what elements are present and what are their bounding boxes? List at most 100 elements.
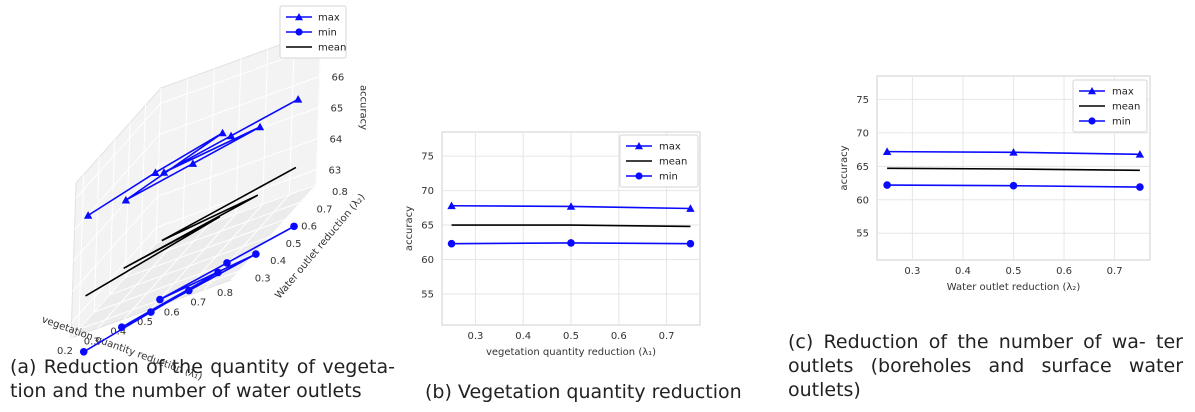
- y-tick-label: 70: [421, 186, 434, 197]
- floor-gridline-y: [124, 219, 286, 279]
- legend-label-mean: mean: [1112, 102, 1140, 113]
- z-tick-label: 65: [331, 104, 344, 115]
- series-line-mean: [451, 224, 691, 228]
- point-min: [686, 239, 695, 248]
- point-min: [567, 239, 575, 247]
- point-max: [293, 95, 303, 103]
- wall-gridline-z: [72, 196, 158, 292]
- x-tick-label: 0.5: [137, 317, 153, 328]
- y-tick-label: 65: [421, 221, 434, 232]
- y-tick-label: 0.8: [332, 187, 348, 198]
- y-tick-label: 0.3: [255, 273, 271, 284]
- x-axis-label: Water outlet reduction (λ₂): [947, 282, 1081, 293]
- floor-gridline-y: [155, 184, 317, 244]
- y-tick-label: 55: [421, 289, 434, 300]
- point-min: [156, 295, 164, 304]
- chart-a-panel: 0.2 0.3 0.4 0.5 0.6 0.7 0.8 0.3 0.4 0.5 0.6 0.7 0.8 6…: [0, 0, 400, 383]
- floor-gridline-x: [230, 184, 317, 281]
- x-tick-label: 0.3: [467, 331, 483, 342]
- floor-gridline-x: [150, 213, 237, 310]
- point-max: [121, 195, 131, 204]
- series-line-mean: [85, 166, 297, 297]
- point-min: [447, 239, 456, 248]
- caption-b: (b) Vegetation quantity reduction: [425, 381, 742, 403]
- point-min: [214, 268, 222, 277]
- series-line-mean: [887, 167, 1140, 172]
- point-max: [1009, 148, 1018, 156]
- x-tick-label: 0.2: [57, 346, 73, 357]
- legend-label-min: min: [659, 172, 678, 183]
- y-tick-label: 75: [856, 95, 869, 106]
- wall-gridline-z: [71, 227, 157, 323]
- floor-gridline-x: [123, 223, 210, 320]
- chart-c: 0.3 0.4 0.5 0.6 0.7 55 60 65 70 75 Water outlet re…: [839, 75, 1151, 293]
- caption-c: (c) Reduction of the number of wa- ter o…: [788, 331, 1183, 401]
- y-tick-label: 0.7: [317, 204, 333, 215]
- point-max: [255, 122, 265, 131]
- legend-label-min: min: [318, 28, 337, 39]
- floor-gridline-y: [140, 201, 301, 261]
- point-min: [1009, 181, 1018, 190]
- point-min: [147, 308, 155, 316]
- legend-label-max: max: [659, 142, 681, 153]
- legend-marker-max: [295, 13, 303, 21]
- wall-gridline-z: [75, 103, 161, 199]
- point-max: [151, 168, 160, 176]
- x-tick-label: 0.5: [1006, 266, 1022, 277]
- point-max: [686, 204, 695, 212]
- x-tick-label: 0.6: [164, 307, 180, 318]
- floor-gridline-y: [109, 236, 270, 296]
- legend-label-max: max: [1112, 87, 1134, 98]
- point-min: [883, 181, 891, 189]
- x-tick-label: 0.8: [217, 288, 233, 299]
- point-max: [1135, 150, 1145, 158]
- y-tick-label: 70: [856, 128, 869, 139]
- point-max: [188, 159, 198, 167]
- y-axis-label: accuracy: [839, 145, 850, 190]
- floor-gridline-x: [177, 203, 264, 300]
- y-axis-label: accuracy: [404, 206, 415, 251]
- legend-marker-min: [635, 172, 643, 180]
- point-min: [1136, 183, 1144, 191]
- z-tick-label: 63: [329, 166, 342, 177]
- z-tick-label: 64: [330, 135, 343, 146]
- x-tick-label: 0.3: [904, 266, 920, 277]
- chart-c-panel: 0.3 0.4 0.5 0.6 0.7 55 60 65 70 75 Water outlet re…: [820, 60, 1160, 320]
- y-tick-label: 60: [421, 255, 434, 266]
- floor-gridline-x: [97, 232, 184, 329]
- point-max: [226, 131, 236, 140]
- legend-label-mean: mean: [318, 43, 346, 54]
- legend-marker-max: [635, 142, 643, 150]
- chart-b: 0.3 0.4 0.5 0.6 0.7 55 60 65 70 75 vegetation quan…: [404, 131, 701, 358]
- point-max: [218, 128, 227, 137]
- point-min: [223, 259, 231, 267]
- legend-marker-max: [1088, 87, 1096, 95]
- caption-a: (a) Reduction of the quantity of vegeta-…: [10, 356, 395, 402]
- x-tick-label: 0.7: [190, 298, 206, 309]
- x-tick-label: 0.7: [659, 331, 675, 342]
- x-axis-label: vegetation quantity reduction (λ₁): [486, 347, 656, 358]
- point-min: [185, 286, 193, 295]
- y-tick-label: 0.4: [270, 256, 286, 267]
- x-tick-label: 0.5: [563, 331, 579, 342]
- legend-marker-min: [295, 28, 303, 36]
- point-max: [83, 211, 93, 219]
- point-max: [882, 147, 892, 155]
- x-tick-label: 0.6: [1056, 266, 1072, 277]
- y-tick-label: 0.5: [286, 239, 302, 250]
- legend-label-mean: mean: [659, 157, 687, 168]
- point-min: [290, 222, 298, 231]
- point-min: [252, 250, 260, 258]
- y-tick-label: 75: [421, 152, 434, 163]
- point-min: [117, 323, 126, 331]
- wall-gridline-z: [156, 169, 317, 228]
- legend-label-max: max: [318, 13, 340, 24]
- chart-b-panel: 0.3 0.4 0.5 0.6 0.7 55 60 65 70 75 vegetation quan…: [400, 120, 720, 380]
- point-max: [159, 168, 169, 176]
- chart-a-3d: 0.20.30.40.50.60.70.80.30.40.50.60.70.86…: [40, 5, 369, 383]
- wall-gridline-z: [159, 76, 320, 135]
- point-max: [566, 202, 576, 210]
- x-tick-label: 0.4: [955, 266, 971, 277]
- x-tick-label: 0.3: [84, 336, 100, 347]
- legend-label-min: min: [1112, 117, 1131, 128]
